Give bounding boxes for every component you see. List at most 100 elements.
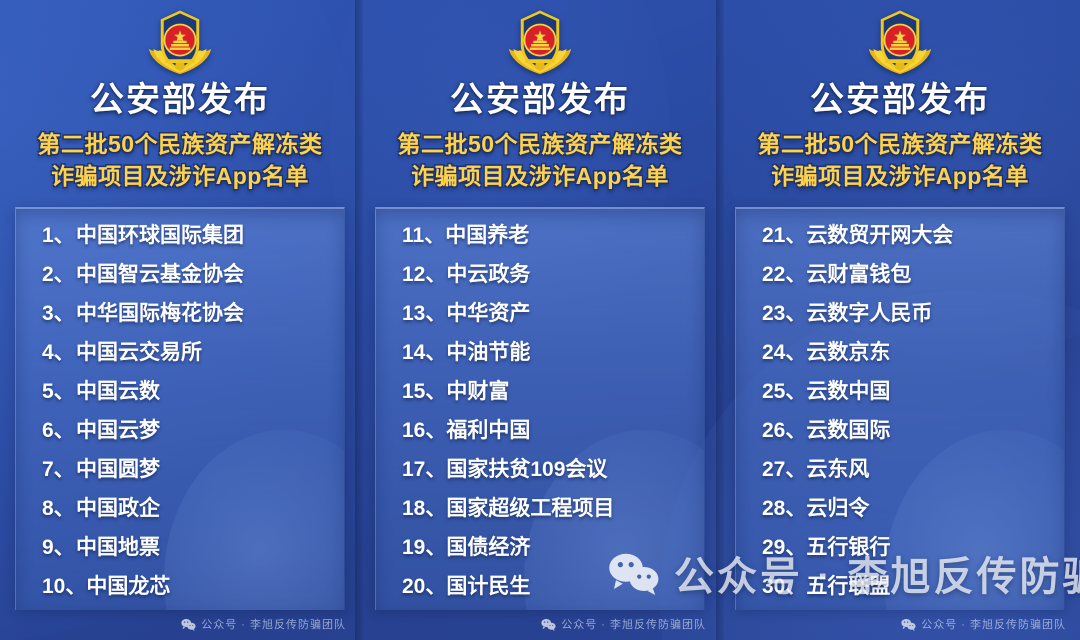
item-label: 中国圆梦 xyxy=(76,457,160,481)
item-number: 18、 xyxy=(402,496,447,520)
item-label: 中国云数 xyxy=(76,379,160,403)
watermark-small-label: 公众号 · 李旭反传防骗团队 xyxy=(201,619,346,631)
item-label: 云东风 xyxy=(806,457,870,481)
police-emblem-icon xyxy=(503,6,577,80)
item-label: 国家扶贫109会议 xyxy=(446,457,608,481)
watermark-small-3: 公众号 · 李旭反传防骗团队 xyxy=(901,616,1066,632)
watermark-large-label: 公众号 · 李旭反传防骗团队 xyxy=(674,555,1080,599)
item-number: 10、 xyxy=(42,574,87,598)
list-item: 25、云数中国 xyxy=(762,381,1064,402)
list-item: 22、云财富钱包 xyxy=(762,264,1064,285)
list-item: 8、中国政企 xyxy=(42,498,344,519)
item-label: 中国云梦 xyxy=(76,418,160,442)
item-number: 3、 xyxy=(42,301,75,325)
item-number: 8、 xyxy=(42,496,75,520)
item-number: 9、 xyxy=(42,535,75,559)
item-label: 中油节能 xyxy=(446,340,531,364)
poster-main-title: 公安部发布 xyxy=(450,81,630,119)
poster-sub-title: 第二批50个民族资产解冻类 诈骗项目及涉诈App名单 xyxy=(757,129,1042,192)
item-label: 五行联盟 xyxy=(806,574,891,598)
wechat-icon xyxy=(901,618,916,631)
watermark-small-label: 公众号 · 李旭反传防骗团队 xyxy=(561,619,706,631)
item-number: 30、 xyxy=(762,574,807,598)
sub-title-line-2: 诈骗项目及涉诈App名单 xyxy=(771,163,1029,190)
scam-list-2: 11、中国养老 12、中云政务 13、中华资产 14、中油节能 15、中财富 1… xyxy=(376,225,704,597)
wechat-icon xyxy=(541,618,556,631)
list-item: 21、云数贸开网大会 xyxy=(762,225,1064,246)
list-item: 1、中国环球国际集团 xyxy=(42,225,344,246)
item-label: 中华国际梅花协会 xyxy=(76,301,244,325)
scam-list-3: 21、云数贸开网大会 22、云财富钱包 23、云数字人民币 24、云数京东 25… xyxy=(736,225,1064,597)
item-label: 国债经济 xyxy=(446,535,531,559)
item-label: 国家超级工程项目 xyxy=(446,496,615,520)
item-number: 5、 xyxy=(42,379,75,403)
item-number: 4、 xyxy=(42,340,75,364)
item-label: 五行银行 xyxy=(806,535,891,559)
item-number: 22、 xyxy=(762,262,807,286)
poster-sub-title: 第二批50个民族资产解冻类 诈骗项目及涉诈App名单 xyxy=(37,129,322,192)
item-number: 27、 xyxy=(762,457,807,481)
item-label: 中国地票 xyxy=(76,535,160,559)
item-number: 17、 xyxy=(402,457,447,481)
item-label: 中财富 xyxy=(446,379,510,403)
item-label: 云归令 xyxy=(806,496,870,520)
poster-sub-title: 第二批50个民族资产解冻类 诈骗项目及涉诈App名单 xyxy=(397,129,682,192)
item-label: 中云政务 xyxy=(446,262,531,286)
item-label: 中国云交易所 xyxy=(76,340,202,364)
item-number: 15、 xyxy=(402,379,447,403)
scam-list-card-3: 21、云数贸开网大会 22、云财富钱包 23、云数字人民币 24、云数京东 25… xyxy=(735,206,1065,610)
item-label: 中国智云基金协会 xyxy=(76,262,244,286)
watermark-large: 公众号 · 李旭反传防骗团队 xyxy=(608,544,1080,602)
item-label: 中国养老 xyxy=(445,223,530,247)
list-item: 27、云东风 xyxy=(762,459,1064,480)
item-number: 7、 xyxy=(42,457,75,481)
item-label: 云数国际 xyxy=(806,418,891,442)
list-item: 20、国计民生 xyxy=(402,576,704,597)
panel-1: 公安部发布 第二批50个民族资产解冻类 诈骗项目及涉诈App名单 1、中国环球国… xyxy=(0,0,360,640)
list-item: 3、中华国际梅花协会 xyxy=(42,303,344,324)
item-label: 云数贸开网大会 xyxy=(806,223,954,247)
list-item: 16、福利中国 xyxy=(402,420,704,441)
list-item: 26、云数国际 xyxy=(762,420,1064,441)
item-label: 中国龙芯 xyxy=(86,574,171,598)
item-number: 20、 xyxy=(402,574,447,598)
scam-list-card-1: 1、中国环球国际集团 2、中国智云基金协会 3、中华国际梅花协会 4、中国云交易… xyxy=(15,206,345,610)
list-item: 23、云数字人民币 xyxy=(762,303,1064,324)
list-item: 5、中国云数 xyxy=(42,381,344,402)
item-number: 13、 xyxy=(402,301,447,325)
item-number: 29、 xyxy=(762,535,807,559)
list-item: 18、国家超级工程项目 xyxy=(402,498,704,519)
list-item: 24、云数京东 xyxy=(762,342,1064,363)
watermark-small-label: 公众号 · 李旭反传防骗团队 xyxy=(921,619,1066,631)
item-number: 24、 xyxy=(762,340,807,364)
list-item: 17、国家扶贫109会议 xyxy=(402,459,704,480)
list-item: 28、云归令 xyxy=(762,498,1064,519)
item-number: 16、 xyxy=(402,418,447,442)
item-label: 中华资产 xyxy=(446,301,531,325)
item-label: 国计民生 xyxy=(446,574,531,598)
list-item: 6、中国云梦 xyxy=(42,420,344,441)
scam-list-1: 1、中国环球国际集团 2、中国智云基金协会 3、中华国际梅花协会 4、中国云交易… xyxy=(16,225,344,597)
item-number: 1、 xyxy=(42,223,75,247)
wechat-icon xyxy=(181,618,196,631)
item-label: 云数字人民币 xyxy=(806,301,933,325)
police-emblem-icon xyxy=(863,6,937,80)
list-item: 15、中财富 xyxy=(402,381,704,402)
watermark-small-2: 公众号 · 李旭反传防骗团队 xyxy=(541,616,706,632)
list-item: 13、中华资产 xyxy=(402,303,704,324)
poster-main-title: 公安部发布 xyxy=(810,81,990,119)
item-number: 26、 xyxy=(762,418,807,442)
item-number: 28、 xyxy=(762,496,807,520)
item-number: 19、 xyxy=(402,535,447,559)
wechat-icon xyxy=(609,553,659,595)
panel-3: 公安部发布 第二批50个民族资产解冻类 诈骗项目及涉诈App名单 21、云数贸开… xyxy=(720,0,1080,640)
poster-main-title: 公安部发布 xyxy=(90,81,270,119)
item-label: 云数中国 xyxy=(806,379,891,403)
list-item: 14、中油节能 xyxy=(402,342,704,363)
list-item: 7、中国圆梦 xyxy=(42,459,344,480)
item-label: 中国环球国际集团 xyxy=(76,223,244,247)
panel-2: 公安部发布 第二批50个民族资产解冻类 诈骗项目及涉诈App名单 11、中国养老… xyxy=(360,0,720,640)
list-item: 11、中国养老 xyxy=(402,225,704,246)
sub-title-line-2: 诈骗项目及涉诈App名单 xyxy=(51,163,309,190)
